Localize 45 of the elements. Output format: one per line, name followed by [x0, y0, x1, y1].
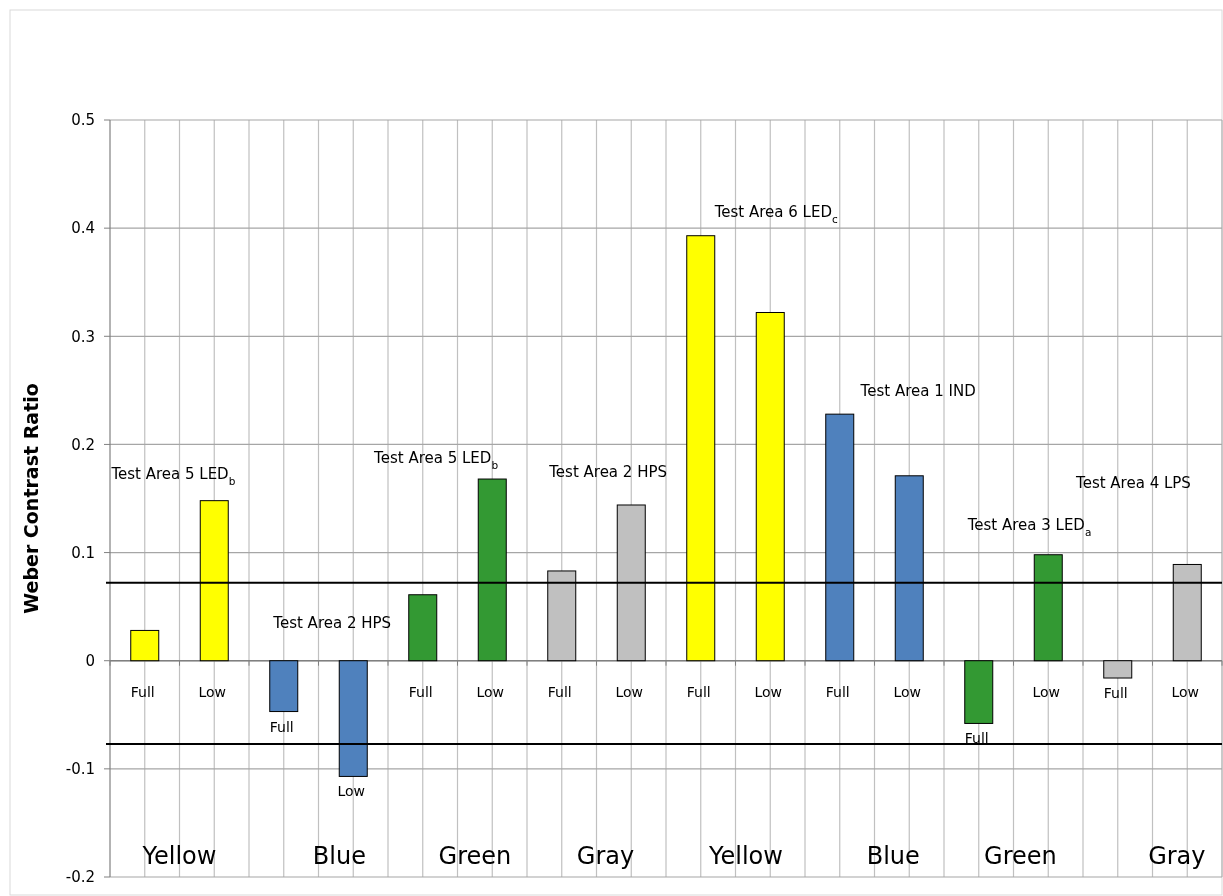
x-tick-label: Full [269, 718, 294, 735]
x-tick-label: Low [1032, 683, 1061, 700]
annotation: Test Area 2 HPS [548, 462, 668, 481]
annotation: Yellow [707, 842, 783, 871]
y-axis-title: Weber Contrast Ratio [20, 383, 42, 614]
x-tick-label: Full [1103, 685, 1128, 702]
x-tick-label: Low [754, 683, 783, 700]
bar [130, 629, 160, 662]
annotation: Yellow [141, 842, 217, 871]
annotation: Test Area 1 IND [859, 381, 976, 400]
annotation: Green [984, 842, 1057, 871]
x-tick-label: Low [893, 683, 922, 700]
annotation: Blue [866, 842, 920, 871]
x-tick-label: Low [476, 683, 505, 700]
x-tick-label: Full [964, 730, 989, 747]
y-tick-label: 0.1 [71, 543, 95, 562]
x-tick-label: Full [547, 683, 572, 700]
x-tick-label: Full [408, 683, 433, 700]
y-tick-label: 0.2 [71, 435, 95, 454]
x-tick-label: Full [686, 683, 711, 700]
y-tick-label: 0.3 [71, 327, 95, 346]
x-tick-label: Low [337, 783, 366, 800]
bar [964, 660, 994, 724]
y-tick-label: 0 [85, 651, 95, 670]
bar [408, 594, 438, 662]
x-tick-label: Low [198, 683, 227, 700]
annotation: Test Area 6 LED$_{c}$ [713, 203, 838, 226]
y-tick-label: 0.5 [71, 111, 95, 130]
annotation: Gray [576, 842, 635, 871]
annotation: Blue [312, 842, 366, 871]
y-tick-label: 0.4 [71, 219, 95, 238]
y-tick-label: -0.1 [65, 760, 95, 779]
annotation: Test Area 5 LED$_{b}$ [373, 448, 499, 471]
y-tick-label: -0.2 [65, 868, 95, 887]
bar [269, 660, 299, 713]
x-tick-label: Low [615, 683, 644, 700]
annotation: Test Area 5 LED$_{b}$ [110, 465, 236, 488]
annotation: Green [438, 842, 512, 871]
annotation: Test Area 2 HPS [272, 614, 392, 633]
annotation: Gray [1148, 842, 1206, 871]
annotation: Test Area 3 LED$_{a}$ [966, 515, 1092, 538]
x-tick-label: Full [825, 683, 850, 700]
annotation: Test Area 4 LPS [1075, 473, 1191, 492]
x-tick-label: Full [130, 683, 155, 700]
x-tick-label: Low [1171, 683, 1200, 700]
